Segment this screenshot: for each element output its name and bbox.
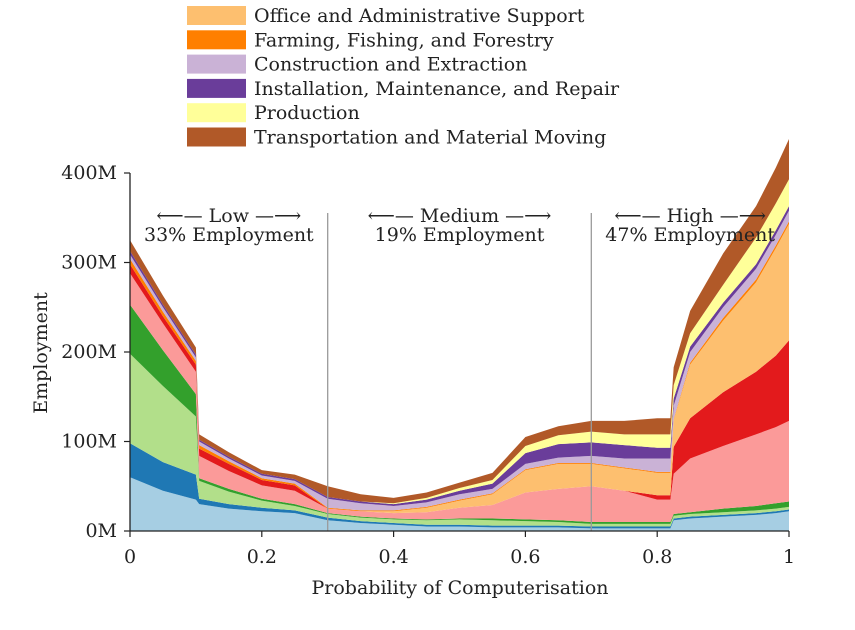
region-annotations: ⟵— Low —⟶33% Employment ⟵— Medium —⟶19% E… — [144, 205, 775, 246]
area-series-1 — [130, 477, 789, 531]
x-tick-label-2: 0.4 — [378, 546, 408, 568]
axes: 0 0.2 0.4 0.6 0.8 1 0M 100M 200M 300M 400M — [61, 162, 795, 568]
y-tick-label-2: 200M — [61, 341, 117, 363]
legend-label-4: Installation, Maintenance, and Repair — [254, 78, 620, 100]
x-tick-label-1: 0.2 — [247, 546, 277, 568]
legend-label-6: Transportation and Material Moving — [254, 127, 606, 149]
x-tick-label-0: 0 — [124, 546, 136, 568]
x-tick-label-4: 0.8 — [642, 546, 672, 568]
legend-swatch-2 — [187, 30, 246, 50]
legend-label-2: Farming, Fishing, and Forestry — [254, 29, 554, 51]
region-label-2: ⟵— Medium —⟶ — [368, 205, 552, 227]
y-tick-label-1: 100M — [61, 431, 117, 453]
y-axis-label: Employment — [30, 292, 52, 414]
region-employment-1: 33% Employment — [144, 224, 314, 246]
region-employment-3: 47% Employment — [605, 224, 775, 246]
legend-swatch-3 — [187, 54, 246, 74]
legend-swatch-4 — [187, 78, 246, 98]
y-tick-label-3: 300M — [61, 252, 117, 274]
legend: Office and Administrative SupportFarming… — [187, 5, 620, 149]
y-tick-label-4: 400M — [61, 162, 117, 184]
region-label-1: ⟵— Low —⟶ — [156, 205, 301, 227]
legend-label-5: Production — [254, 102, 360, 124]
x-tick-label-3: 0.6 — [510, 546, 540, 568]
region-employment-2: 19% Employment — [375, 224, 545, 246]
plot-areas — [130, 138, 789, 531]
region-label-3: ⟵— High —⟶ — [614, 205, 766, 227]
legend-swatch-6 — [187, 127, 246, 147]
y-tick-label-0: 0M — [85, 520, 117, 542]
area-series-5 — [130, 273, 789, 523]
legend-label-3: Construction and Extraction — [254, 54, 527, 76]
x-tick-label-5: 1 — [783, 546, 795, 568]
x-axis-label: Probability of Computerisation — [311, 577, 608, 599]
legend-swatch-5 — [187, 103, 246, 123]
legend-label-1: Office and Administrative Support — [254, 5, 585, 27]
legend-swatch-1 — [187, 6, 246, 25]
region-dividers — [327, 213, 592, 531]
